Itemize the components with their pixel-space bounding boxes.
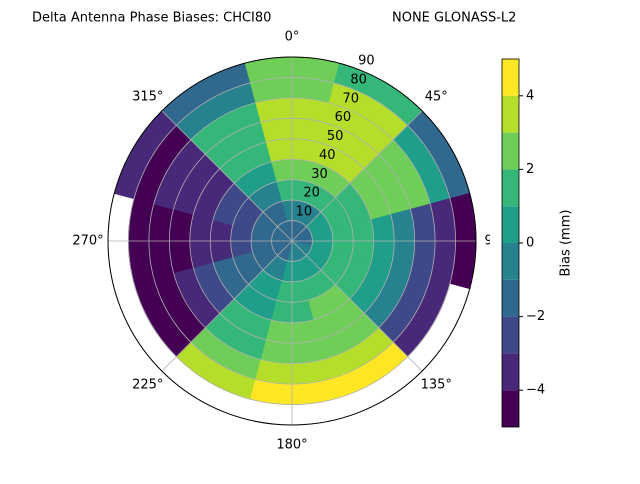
- colorbar-band: [502, 243, 519, 280]
- r-tick-label: 40: [319, 148, 336, 163]
- theta-tick-label: 270°: [72, 234, 103, 249]
- chart-title: Delta Antenna Phase Biases: CHCI80: [32, 11, 271, 26]
- colorbar-band: [502, 95, 519, 133]
- theta-tick-label: 135°: [421, 378, 452, 393]
- grid-line: [291, 240, 423, 372]
- r-tick-label: 20: [303, 186, 320, 201]
- polar-frame: [107, 56, 477, 426]
- r-tick-label: 30: [311, 167, 328, 182]
- r-tick-label: 60: [335, 110, 352, 125]
- r-tick-label: 70: [342, 91, 359, 106]
- colorbar-band: [502, 316, 519, 354]
- theta-tick-label: 225°: [132, 378, 163, 393]
- colorbar-tick-label: 2: [526, 162, 534, 177]
- theta-tick-label: 45°: [425, 89, 448, 104]
- colorbar-band: [502, 59, 519, 96]
- colorbar-band: [502, 390, 519, 427]
- colorbar-band: [502, 206, 519, 243]
- theta-tick-label: 180°: [276, 438, 307, 453]
- r-tick-label: 10: [296, 205, 313, 220]
- colorbar-band: [502, 132, 519, 170]
- colorbar-tick-label: −4: [526, 383, 545, 398]
- theta-tick-label: 315°: [132, 89, 163, 104]
- colorbar-label: Bias (mm): [559, 210, 574, 277]
- colorbar-tick-label: −2: [526, 309, 545, 324]
- colorbar-band: [502, 279, 519, 317]
- colorbar-tick-label: 4: [526, 88, 534, 103]
- colorbar-tick-label: 0: [526, 236, 534, 251]
- grid-line: [161, 110, 293, 242]
- colorbar-band: [502, 353, 519, 391]
- colorbar-band: [502, 169, 519, 207]
- r-tick-label: 50: [327, 129, 344, 144]
- grid-line: [291, 110, 423, 242]
- chart-subtitle: NONE GLONASS-L2: [392, 11, 516, 26]
- r-tick-label: 80: [350, 72, 367, 87]
- r-tick-label: 90: [358, 54, 375, 69]
- theta-tick-label: 0°: [285, 30, 300, 45]
- grid-line: [161, 240, 293, 372]
